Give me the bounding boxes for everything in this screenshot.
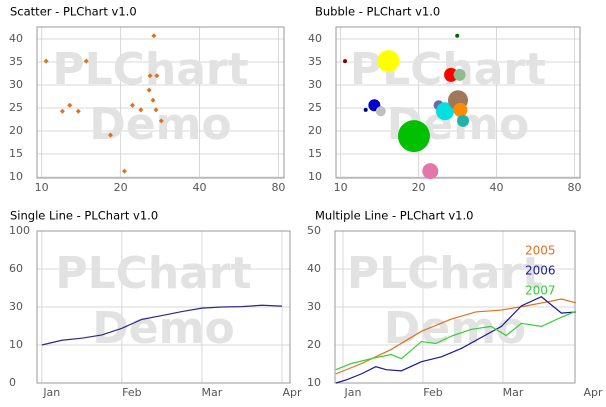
chart-title: Bubble - PLChart v1.0 (315, 5, 440, 19)
point (129, 102, 135, 108)
plot-border (335, 26, 581, 179)
x-tick-label: Feb (423, 386, 442, 399)
watermark: Demo (89, 99, 231, 150)
point (147, 73, 153, 79)
x-tick-label: Apr (583, 386, 603, 399)
y-tick-label: 25 (9, 101, 23, 114)
bubble (453, 68, 466, 81)
point (151, 33, 157, 39)
point (138, 107, 144, 113)
watermark: Demo (384, 303, 526, 354)
point (107, 132, 113, 138)
line (335, 310, 577, 371)
y-tick-label: 40 (9, 32, 23, 45)
bubble (453, 102, 468, 117)
plot-area (37, 27, 284, 178)
y-tick-label: 40 (308, 32, 322, 45)
y-tick-label: 20 (308, 124, 322, 137)
line (335, 298, 576, 375)
line (41, 304, 283, 346)
point (158, 118, 164, 124)
chart: Bubble - PLChart v1.0 10 15 20 25 30 35 40 10 20 4… (308, 5, 582, 195)
x-tick-label: 80 (271, 181, 285, 194)
x-tick-label: 20 (114, 181, 128, 194)
line (335, 296, 576, 384)
chart: Single Line - PLChart v1.0 0 10 30 60 100 Jan F… (9, 209, 302, 400)
x-tick-label: 40 (193, 181, 207, 194)
x-tick-label: 40 (490, 181, 504, 194)
y-tick-label: 40 (307, 262, 321, 275)
y-tick-label: 10 (308, 170, 322, 183)
bubble (455, 33, 460, 38)
point (146, 87, 152, 93)
y-tick-label: 50 (307, 224, 321, 237)
y-tick-label: 20 (9, 124, 23, 137)
watermark: PLChart (55, 248, 251, 299)
y-tick-label: 10 (307, 376, 321, 389)
legend-label: 2005 (525, 244, 556, 258)
watermark: PLChart (347, 248, 543, 299)
x-tick-label: Mar (202, 386, 223, 399)
y-tick-label: 60 (9, 262, 23, 275)
bubble (457, 114, 470, 127)
chart-title: Single Line - PLChart v1.0 (10, 209, 158, 223)
x-tick-label: Feb (122, 386, 141, 399)
chart-title: Multiple Line - PLChart v1.0 (315, 209, 473, 223)
chart: Multiple Line - PLChart v1.0 10 20 30 40 50 Ja… (307, 209, 603, 400)
point (83, 58, 89, 64)
y-tick-label: 10 (9, 338, 23, 351)
point (153, 107, 159, 113)
y-tick-label: 0 (9, 376, 16, 389)
point (67, 102, 73, 108)
bubble (422, 163, 439, 180)
point (154, 73, 160, 79)
point (59, 108, 65, 114)
bubble (397, 120, 430, 153)
x-tick-label: 80 (568, 181, 582, 194)
y-tick-label: 25 (308, 101, 322, 114)
y-tick-label: 30 (9, 300, 23, 313)
watermark: PLChart (52, 44, 248, 95)
y-tick-label: 15 (308, 147, 322, 160)
x-tick-label: 20 (412, 181, 426, 194)
point (75, 108, 81, 114)
bubble (363, 107, 368, 112)
point (43, 58, 49, 64)
plot-border (36, 26, 285, 179)
y-tick-label: 35 (9, 55, 23, 68)
x-tick-label: 10 (334, 181, 348, 194)
bubble (444, 67, 459, 82)
chart: Scatter - PLChart v1.0 10 15 20 25 30 35 40 10 20… (9, 5, 285, 195)
x-tick-label: Apr (282, 386, 302, 399)
chart-title: Scatter - PLChart v1.0 (10, 5, 137, 19)
x-tick-label: Jan (344, 386, 362, 399)
y-tick-label: 20 (307, 338, 321, 351)
y-tick-label: 35 (308, 55, 322, 68)
y-tick-label: 30 (308, 78, 322, 91)
y-tick-label: 30 (9, 78, 23, 91)
bubble (343, 59, 348, 64)
x-tick-label: Mar (503, 386, 524, 399)
bubble (375, 106, 386, 117)
x-tick-label: 10 (35, 181, 49, 194)
point (121, 168, 127, 174)
y-tick-label: 100 (9, 224, 30, 237)
x-tick-label: Jan (42, 386, 60, 399)
plot-border (36, 230, 291, 384)
point (150, 97, 156, 103)
plot-border (334, 230, 576, 384)
legend-label: 2007 (525, 284, 556, 298)
watermark: Demo (92, 303, 234, 354)
legend-label: 2006 (525, 264, 556, 278)
y-tick-label: 10 (9, 170, 23, 183)
y-tick-label: 15 (9, 147, 23, 160)
bubble (436, 102, 455, 121)
bubble (377, 50, 400, 73)
y-tick-label: 30 (307, 300, 321, 313)
